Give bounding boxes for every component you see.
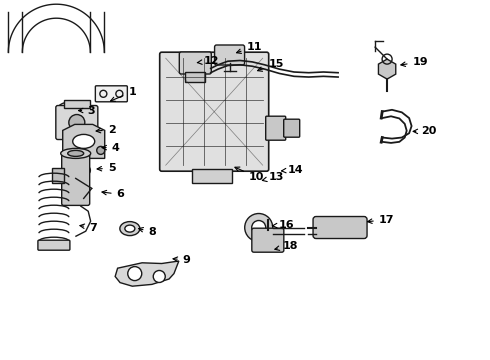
Text: 20: 20 [413,126,437,136]
FancyBboxPatch shape [313,216,367,239]
Circle shape [245,213,273,242]
Circle shape [97,147,105,154]
Text: 6: 6 [102,189,124,199]
Text: 15: 15 [258,59,284,71]
FancyBboxPatch shape [96,86,127,102]
Text: 11: 11 [237,42,262,53]
Text: 14: 14 [282,165,304,175]
Text: 1: 1 [111,87,136,101]
Text: 16: 16 [272,220,294,230]
Text: 2: 2 [96,125,116,135]
Polygon shape [52,168,64,183]
Ellipse shape [61,148,91,158]
Text: 7: 7 [80,222,97,233]
Ellipse shape [74,167,84,174]
FancyBboxPatch shape [252,228,284,252]
Bar [192,169,232,183]
Circle shape [153,270,165,283]
Ellipse shape [68,150,84,156]
Ellipse shape [64,105,81,116]
Circle shape [69,114,85,131]
Text: 4: 4 [102,143,120,153]
Circle shape [128,267,142,280]
FancyBboxPatch shape [62,152,90,206]
Text: 13: 13 [262,172,284,182]
Bar [185,72,205,82]
FancyBboxPatch shape [266,116,286,140]
Text: 19: 19 [401,57,428,67]
FancyBboxPatch shape [215,45,245,65]
Text: 12: 12 [197,56,219,66]
Text: 10: 10 [235,167,264,182]
Ellipse shape [73,134,95,148]
Text: 3: 3 [78,105,95,116]
Circle shape [252,221,266,234]
Bar [64,99,90,108]
FancyBboxPatch shape [56,105,98,140]
Ellipse shape [120,222,140,235]
FancyBboxPatch shape [179,52,211,74]
Text: 17: 17 [368,215,394,225]
Text: 9: 9 [173,255,191,265]
FancyBboxPatch shape [38,240,70,250]
FancyBboxPatch shape [284,119,300,137]
Polygon shape [115,261,179,286]
Text: 8: 8 [139,227,156,237]
Ellipse shape [56,102,89,120]
Ellipse shape [69,163,90,177]
Polygon shape [63,125,105,158]
Ellipse shape [125,225,135,232]
FancyBboxPatch shape [160,52,269,171]
Text: 18: 18 [275,240,298,251]
Text: 5: 5 [97,163,116,173]
